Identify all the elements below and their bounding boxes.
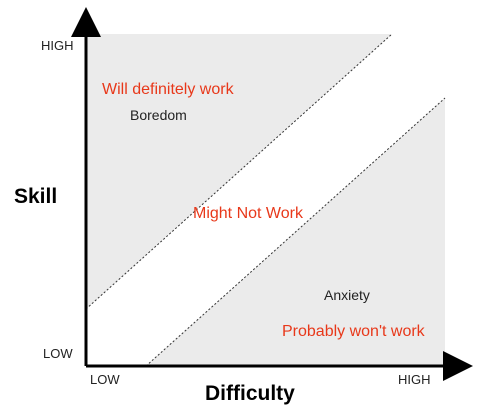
x-axis-low-label: LOW (90, 372, 120, 387)
y-axis-low-label: LOW (43, 346, 73, 361)
x-axis-high-label: HIGH (398, 372, 431, 387)
lower-boundary-line (145, 97, 446, 367)
state-label-boredom: Boredom (130, 107, 187, 123)
y-axis-high-label: HIGH (41, 38, 74, 53)
zone-label-might-not-work: Might Not Work (193, 205, 304, 222)
state-label-anxiety: Anxiety (324, 287, 370, 303)
upper-boundary-line (85, 33, 393, 310)
zone-label-probably-wont-work: Probably won't work (282, 323, 426, 340)
y-axis-title: Skill (14, 185, 57, 208)
x-axis-title: Difficulty (205, 382, 295, 405)
zone-label-will-definitely-work: Will definitely work (102, 81, 235, 98)
